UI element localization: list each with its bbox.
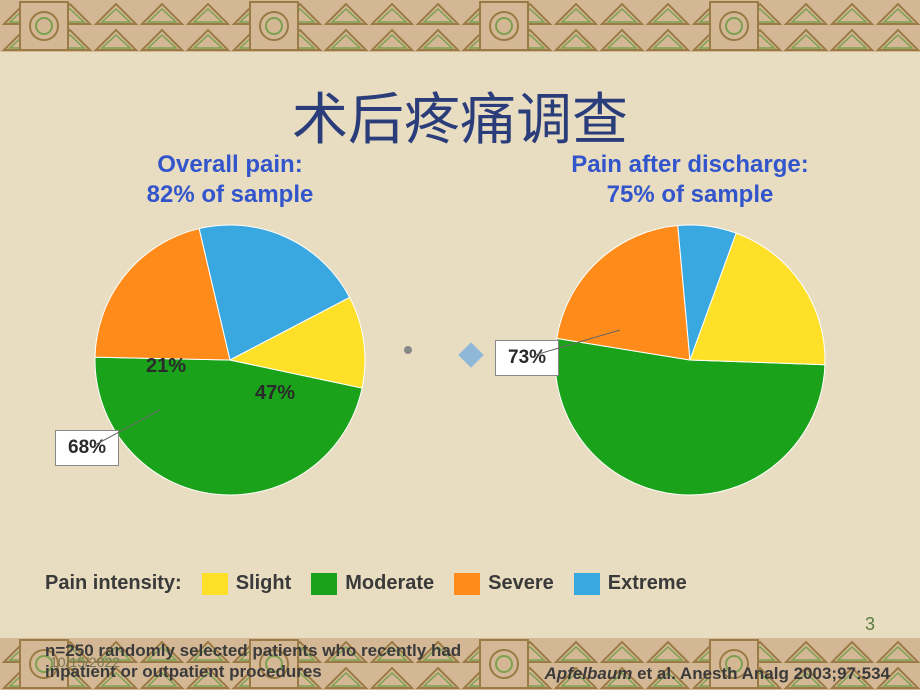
legend-title: Pain intensity: [45,572,182,595]
legend-item: Slight [202,572,292,595]
citation: Apfelbaum et al. Anesth Analg 2003;97:53… [545,664,890,684]
chart1-title-line2: 82% of sample [147,181,314,208]
chart1-title: Overall pain: 82% of sample [0,150,460,210]
slide-title: 术后疼痛调查 [0,75,920,156]
callout-overlay [530,220,850,520]
legend-swatch [311,573,337,595]
legend-label: Severe [488,572,554,595]
chart2-title-line2: 75% of sample [607,181,774,208]
legend-label: Extreme [608,572,687,595]
date-stamp: 10/15/2022 [50,654,120,670]
chart1-title-line1: Overall pain: [157,151,302,178]
callout-leader [535,330,620,355]
callout-overlay [70,220,390,520]
chart2-pie-holder: 73% [550,220,830,500]
legend-item: Moderate [311,572,434,595]
legend-swatch [454,573,480,595]
chart2-title: Pain after discharge: 75% of sample [460,150,920,210]
legend-item: Severe [454,572,554,595]
callout-leader [95,410,160,445]
decorative-border-top [0,0,920,52]
chart2-title-line1: Pain after discharge: [571,151,808,178]
chart1-pie-holder: 47%21%68% [90,220,370,500]
legend-label: Slight [236,572,292,595]
legend-swatch [574,573,600,595]
chart-overall-pain: Overall pain: 82% of sample 47%21%68% [0,150,460,500]
legend-label: Moderate [345,572,434,595]
page-number: 3 [865,614,875,635]
citation-author: Apfelbaum [545,664,633,683]
legend: Pain intensity: Slight Moderate Severe Extr… [45,572,885,595]
legend-item: Extreme [574,572,687,595]
legend-swatch [202,573,228,595]
citation-rest: et al. Anesth Analg 2003;97:534 [632,664,890,683]
chart-after-discharge: Pain after discharge: 75% of sample 73% [460,150,920,500]
dot-marker [404,346,412,354]
border-pattern-top [0,0,920,52]
